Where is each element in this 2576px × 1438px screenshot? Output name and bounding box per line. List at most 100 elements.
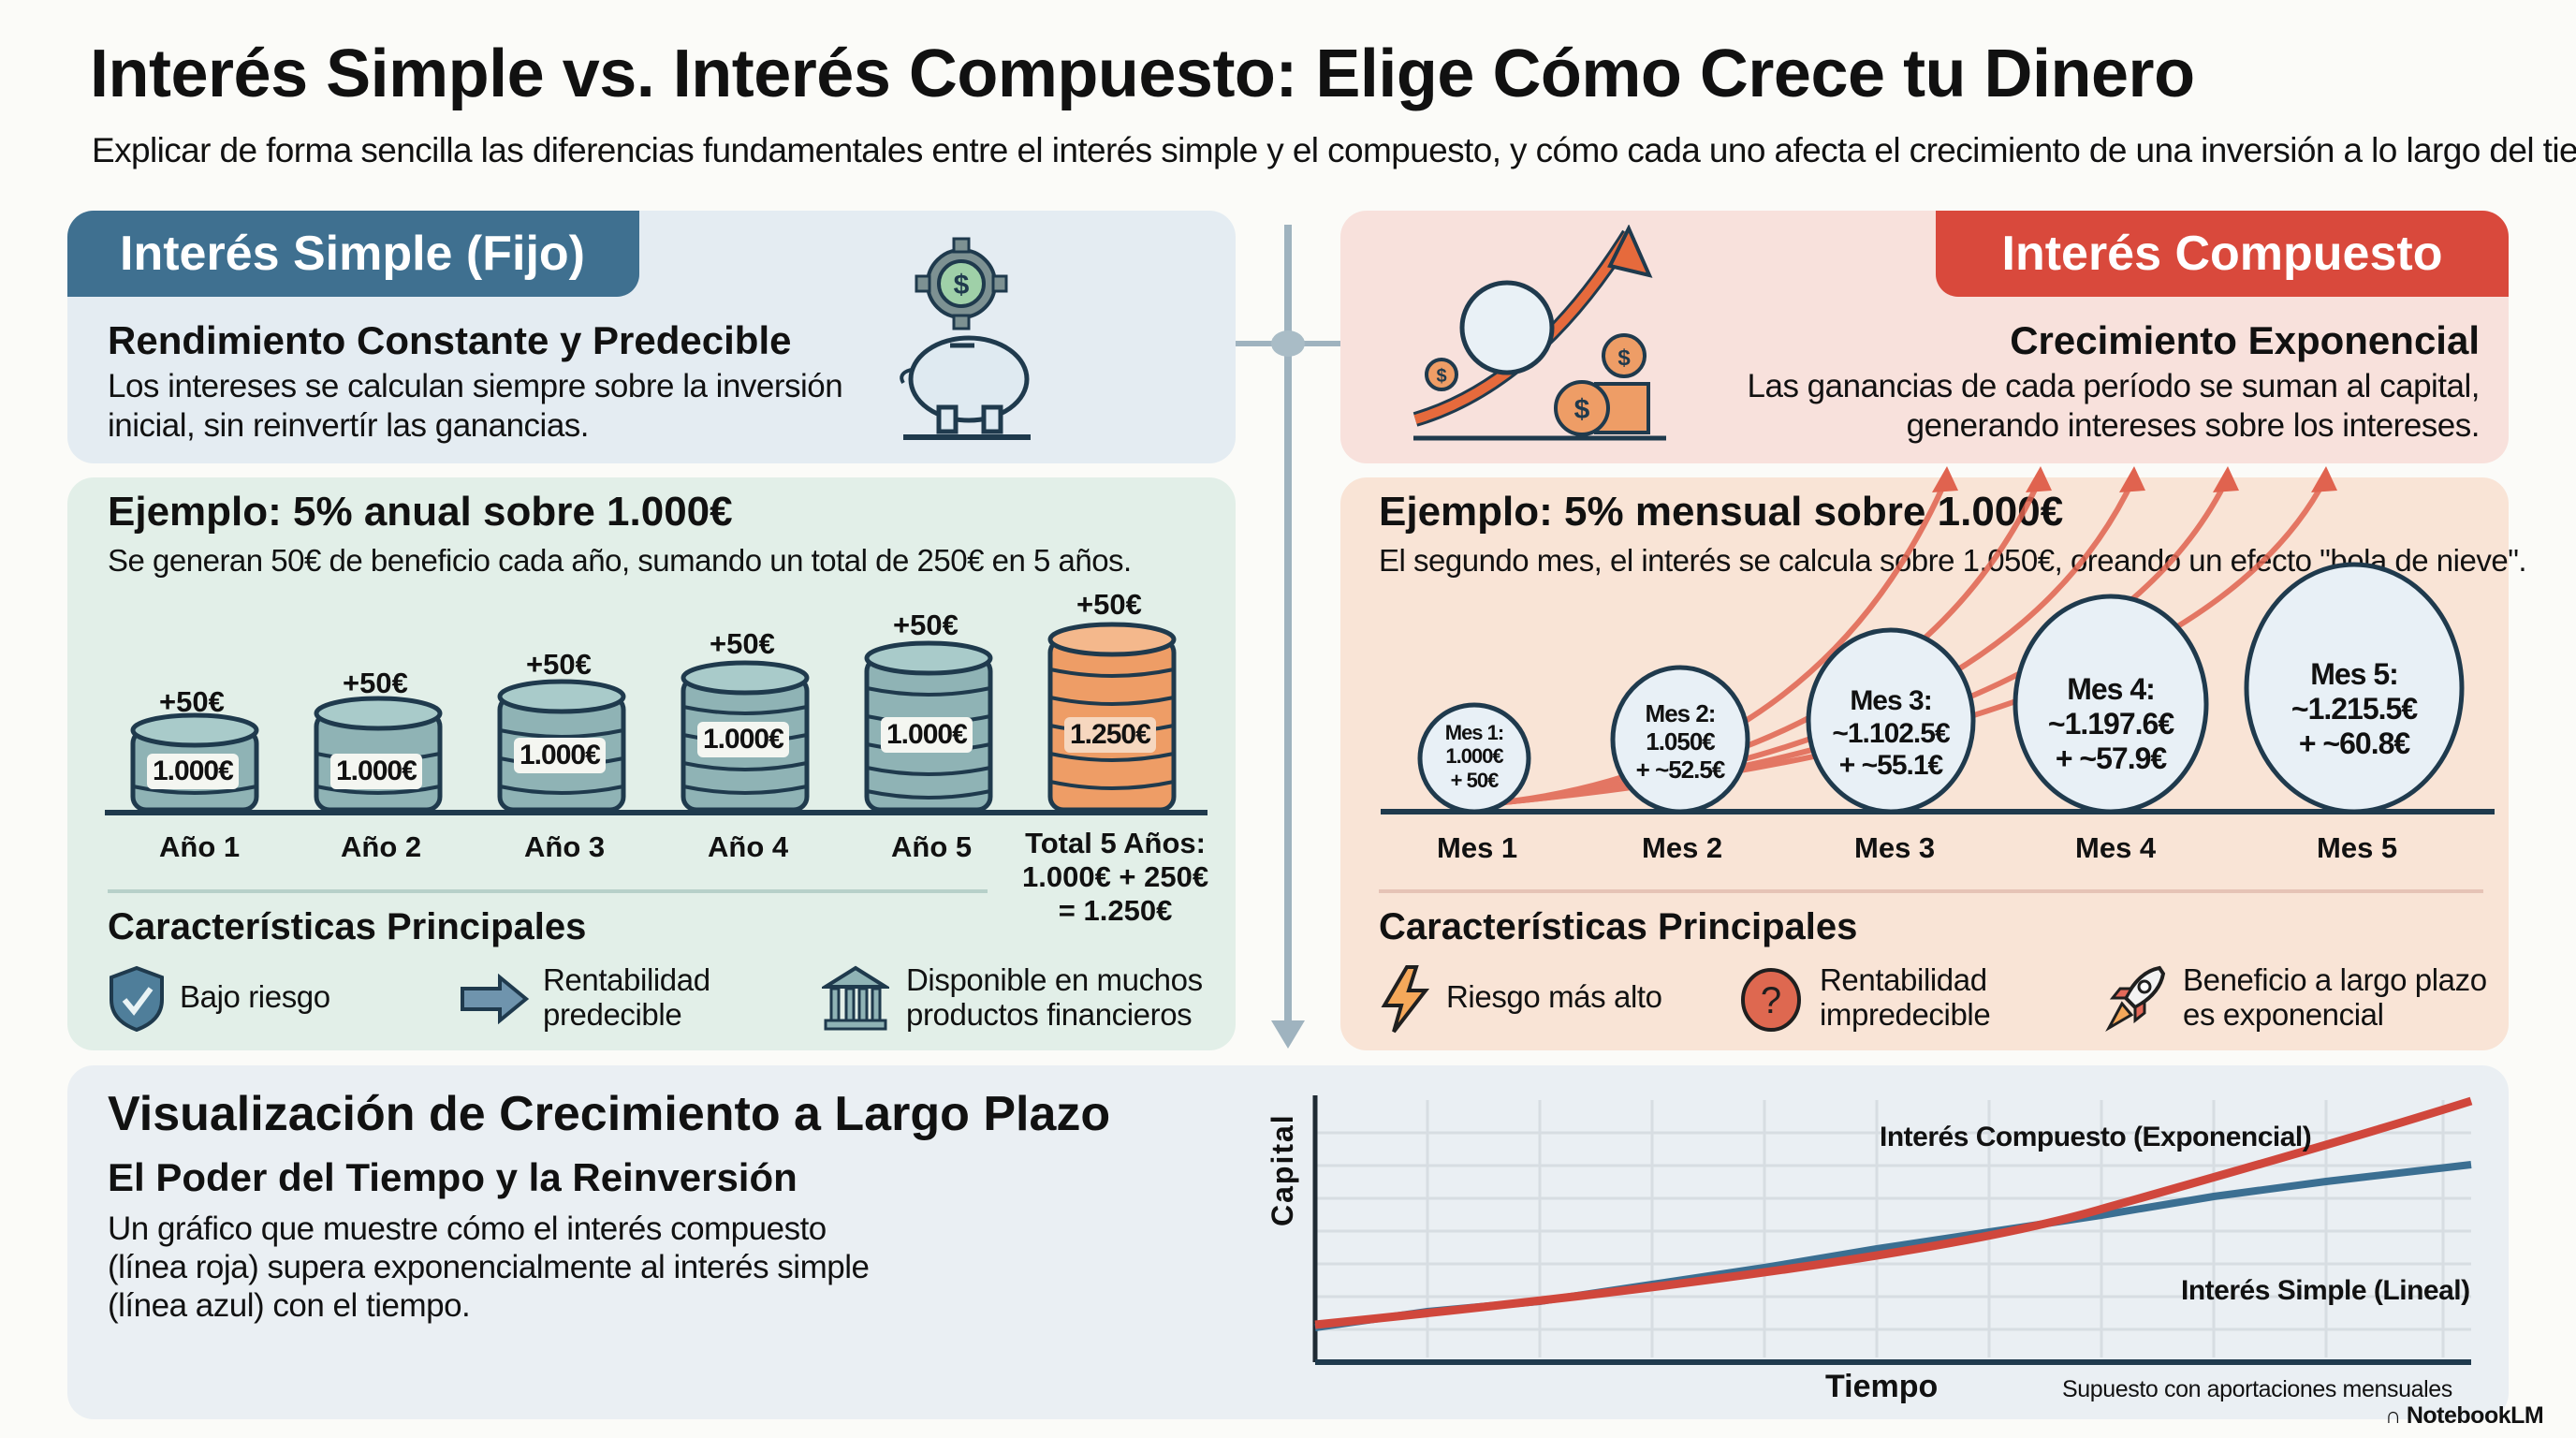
feature-line: Beneficio a largo plazo	[2183, 962, 2487, 997]
feature-line: Disponible en muchos	[906, 962, 1203, 997]
ball-line: Mes 4:	[2067, 672, 2156, 706]
stack-value-total: 1.250€	[1064, 717, 1156, 753]
svg-text:$: $	[954, 270, 970, 301]
gain-label: +50€	[893, 609, 959, 641]
ball-line: Mes 1:	[1444, 721, 1504, 744]
svg-text:?: ?	[1761, 980, 1781, 1021]
gain-label: +50€	[1076, 588, 1142, 621]
stack-value: 1.000€	[147, 754, 239, 789]
gain-label: +50€	[526, 648, 592, 681]
description-line: (línea roja) supera exponencialmente al …	[108, 1249, 870, 1285]
compound-features-title: Características Principales	[1379, 906, 1858, 947]
ball-line: + ~52.5€	[1635, 755, 1726, 784]
rocket-icon	[2105, 965, 2166, 1032]
ball-line: Mes 3:	[1850, 685, 1932, 716]
month-label: Mes 1	[1437, 831, 1518, 864]
center-divider	[1236, 225, 1340, 1049]
divider	[1379, 889, 2483, 893]
year-label: Año 3	[524, 830, 606, 863]
feature-line: Rentabilidad	[543, 962, 710, 997]
total-label-line1: Total 5 Años:	[1025, 827, 1206, 859]
compound-heading: Crecimiento Exponencial	[2010, 318, 2480, 362]
page-title: Interés Simple vs. Interés Compuesto: El…	[90, 37, 2195, 111]
feature-higher-risk: Riesgo más alto	[1446, 979, 1662, 1014]
feature-low-risk: Bajo riesgo	[180, 979, 330, 1014]
total-label: Total 5 Años: 1.000€ + 250€ = 1.250€	[1022, 827, 1208, 928]
simple-example-text: Se generan 50€ de beneficio cada año, su…	[108, 543, 1132, 578]
notebooklm-branding: ∩ NotebookLM	[2385, 1402, 2544, 1430]
year-label: Año 4	[708, 830, 789, 863]
compound-description-1: Las ganancias de cada período se suman a…	[1747, 368, 2481, 404]
stack-value: 1.000€	[330, 754, 422, 789]
compound-description-2: generando intereses sobre los intereses.	[1906, 407, 2481, 444]
x-axis-label: Tiempo	[1825, 1369, 1939, 1404]
ball-line: 1.050€	[1646, 726, 1716, 756]
feature-line: productos financieros	[906, 997, 1193, 1032]
svg-text:$: $	[1574, 394, 1590, 425]
stack-value: 1.000€	[514, 738, 606, 773]
snowball-growth-arrow-coins-icon: $ $ $	[1412, 225, 1666, 441]
ball-month-5: Mes 5: ~1.215.5€ + ~60.8€	[2270, 657, 2438, 760]
branding-label: NotebookLM	[2406, 1402, 2544, 1429]
year-label: Año 1	[159, 830, 241, 863]
ball-line: + ~60.8€	[2298, 726, 2410, 760]
ball-line: + 50€	[1450, 768, 1500, 792]
y-axis-label: Capital	[1266, 1113, 1299, 1226]
compound-example-title: Ejemplo: 5% mensual sobre 1.000€	[1379, 489, 2064, 535]
growth-line-chart	[1312, 1095, 2473, 1365]
ball-month-4: Mes 4: ~1.197.6€ + ~57.9€	[2031, 672, 2190, 775]
divider	[108, 889, 988, 893]
total-label-line2: 1.000€ + 250€	[1022, 860, 1209, 893]
stack-value: 1.000€	[697, 722, 789, 757]
piggy-bank-gear-dollar-icon: $	[900, 237, 1031, 440]
feature-line: impredecible	[1820, 997, 1991, 1032]
description-line: Un gráfico que muestre cómo el interés c…	[108, 1211, 827, 1247]
snowball-growth-graphic	[1381, 466, 2495, 814]
coin-stacks-graphic	[105, 622, 1208, 815]
feature-long-term: Beneficio a largo plazo es exponencial	[2183, 962, 2487, 1032]
compound-series-label: Interés Compuesto (Exponencial)	[1880, 1122, 2312, 1152]
compound-tab-header: Interés Compuesto	[1936, 211, 2509, 297]
ball-line: 1.000€	[1445, 744, 1503, 769]
year-label: Año 2	[341, 830, 422, 863]
feature-line: Rentabilidad	[1820, 962, 1987, 997]
compound-interest-line	[1314, 1096, 2473, 1329]
month-label: Mes 2	[1642, 831, 1723, 864]
feature-line: predecible	[543, 997, 682, 1032]
description-line: (línea azul) con el tiempo.	[108, 1287, 471, 1324]
ball-month-3: Mes 3: ~1.102.5€ + ~55.1€	[1816, 685, 1966, 783]
simple-series-label: Interés Simple (Lineal)	[2181, 1275, 2470, 1306]
ball-line: ~1.102.5€	[1832, 717, 1950, 749]
long-term-title: Visualización de Crecimiento a Largo Pla…	[108, 1087, 1111, 1141]
feature-unpredictable: Rentabilidad impredecible	[1820, 962, 1991, 1032]
feature-available: Disponible en muchos productos financier…	[906, 962, 1203, 1032]
simple-description-2: inicial, sin reinvertír las ganancias.	[108, 407, 590, 444]
notebooklm-logo-icon: ∩	[2385, 1402, 2401, 1429]
svg-text:$: $	[1436, 366, 1446, 387]
page-subtitle: Explicar de forma sencilla las diferenci…	[92, 131, 2576, 169]
month-label: Mes 3	[1854, 831, 1936, 864]
feature-predictable: Rentabilidad predecible	[543, 962, 710, 1032]
simple-description-1: Los intereses se calculan siempre sobre …	[108, 368, 843, 404]
month-label: Mes 4	[2075, 831, 2157, 864]
simple-heading: Rendimiento Constante y Predecible	[108, 318, 792, 362]
ball-line: Mes 5:	[2310, 657, 2399, 691]
svg-text:$: $	[1617, 345, 1631, 371]
chart-note: Supuesto con aportaciones mensuales	[2062, 1376, 2452, 1402]
question-circle-icon: ?	[1741, 968, 1801, 1032]
ball-line: ~1.215.5€	[2291, 691, 2418, 726]
gain-label: +50€	[343, 667, 408, 699]
ball-month-2: Mes 2: 1.050€ + ~52.5€	[1619, 699, 1741, 785]
long-term-description: Un gráfico que muestre cómo el interés c…	[108, 1210, 870, 1325]
ball-line: ~1.197.6€	[2047, 706, 2174, 741]
ball-line: + ~57.9€	[2055, 741, 2167, 775]
shield-check-icon	[110, 965, 164, 1032]
year-label: Año 5	[891, 830, 973, 863]
gain-label: +50€	[159, 685, 225, 718]
lightning-bolt-icon	[1381, 965, 1430, 1034]
simple-tab-header: Interés Simple (Fijo)	[67, 211, 639, 297]
ball-month-1: Mes 1: 1.000€ + 50€	[1427, 721, 1521, 792]
ball-line: Mes 2:	[1645, 699, 1717, 727]
stack-value: 1.000€	[881, 717, 973, 753]
simple-features-title: Características Principales	[108, 906, 587, 947]
